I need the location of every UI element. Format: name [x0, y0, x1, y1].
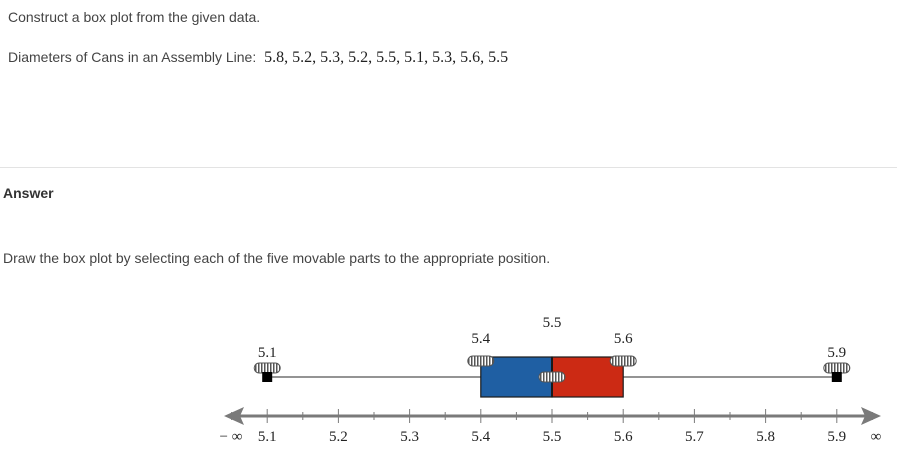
median-handle[interactable]: 5.5	[538, 315, 566, 383]
endpoint-marker[interactable]	[831, 372, 842, 382]
endpoint-marker[interactable]	[262, 372, 273, 382]
box-plot-canvas: 5.1 5.2 5.3 5.4 5.5 5.6 5.7 5.8 5.9 − ∞ ∞ 5.1 5.4 5.…	[220, 315, 882, 445]
tick-label: 5.1	[258, 429, 277, 445]
tick-label: 5.4	[471, 429, 490, 445]
drag-grip-icon[interactable]	[467, 355, 495, 367]
tick-label: 5.8	[756, 429, 775, 445]
neg-infinity-label: − ∞	[220, 429, 243, 445]
tick-label: 5.5	[543, 429, 562, 445]
tick-label: 5.9	[827, 429, 846, 445]
answer-heading: Answer	[3, 185, 54, 201]
tick-label: 5.2	[329, 429, 348, 445]
max-handle[interactable]: 5.9	[823, 345, 851, 382]
q3-handle[interactable]: 5.6	[609, 331, 637, 367]
q1-handle[interactable]: 5.4	[467, 331, 495, 367]
drag-grip-icon[interactable]	[538, 371, 566, 383]
data-label: Diameters of Cans in an Assembly Line:	[8, 49, 257, 65]
instructions-text: Draw the box plot by selecting each of t…	[3, 250, 551, 266]
section-divider	[0, 167, 897, 168]
drag-grip-icon[interactable]	[609, 355, 637, 367]
drag-grip-icon[interactable]	[253, 362, 281, 374]
question-text: Construct a box plot from the given data…	[8, 9, 261, 25]
max-value-label: 5.9	[827, 345, 846, 361]
tick-label: 5.7	[685, 429, 704, 445]
tick-label: 5.6	[614, 429, 633, 445]
question-data-line: Diameters of Cans in an Assembly Line: 5…	[8, 49, 508, 67]
q1-value-label: 5.4	[471, 331, 490, 347]
left-arrow-icon	[224, 407, 244, 425]
q3-value-label: 5.6	[614, 331, 633, 347]
data-values: 5.8, 5.2, 5.3, 5.2, 5.5, 5.1, 5.3, 5.6, …	[264, 49, 509, 66]
median-value-label: 5.5	[543, 315, 562, 331]
min-handle[interactable]: 5.1	[253, 345, 281, 382]
tick-label: 5.3	[400, 429, 419, 445]
min-value-label: 5.1	[258, 345, 277, 361]
right-arrow-icon	[861, 407, 881, 425]
drag-grip-icon[interactable]	[823, 362, 851, 374]
pos-infinity-label: ∞	[871, 429, 882, 445]
